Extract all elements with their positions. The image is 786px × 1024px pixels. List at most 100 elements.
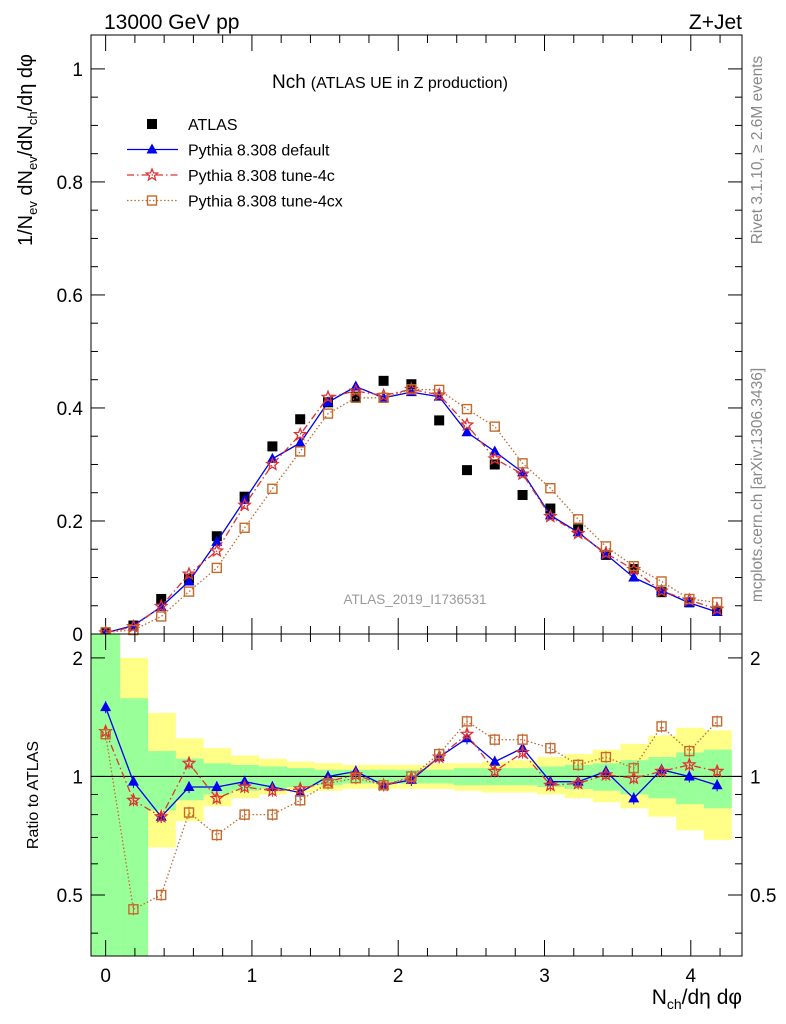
rivet-version-label: Rivet 3.1.10, ≥ 2.6M events bbox=[749, 55, 766, 244]
ratio-point bbox=[292, 781, 308, 796]
ratio-y-tick-label-right: 2 bbox=[750, 649, 761, 670]
green-band bbox=[259, 766, 288, 789]
ratio-point bbox=[125, 792, 141, 807]
ratio-y-tick-label: 0.5 bbox=[57, 886, 83, 907]
y-axis-title: 1/Nev dNev/dNch/dη dφ bbox=[15, 54, 40, 246]
data-point bbox=[378, 392, 389, 403]
data-point bbox=[267, 483, 278, 494]
analysis-watermark: ATLAS_2019_I1736531 bbox=[343, 592, 486, 607]
data-point bbox=[295, 414, 306, 425]
data-point bbox=[128, 624, 139, 636]
green-band bbox=[287, 768, 315, 788]
ratio-point bbox=[459, 726, 475, 741]
ratio-point bbox=[183, 807, 195, 818]
main-series-layer bbox=[98, 375, 725, 640]
ratio-point bbox=[433, 748, 445, 760]
data-point bbox=[517, 489, 528, 500]
data-point bbox=[320, 389, 336, 404]
ratio-point bbox=[461, 716, 473, 727]
ratio-point bbox=[350, 772, 361, 784]
ratio-point bbox=[683, 770, 695, 781]
ratio-point bbox=[100, 701, 112, 712]
x-tick-label: 3 bbox=[539, 966, 550, 987]
data-point bbox=[183, 575, 195, 586]
y-tick-label: 0 bbox=[72, 625, 83, 646]
ratio-y-tick-label: 2 bbox=[72, 649, 83, 670]
legend-label: ATLAS bbox=[188, 117, 238, 134]
data-point bbox=[292, 426, 308, 441]
data-point bbox=[515, 466, 531, 481]
data-point bbox=[350, 392, 361, 403]
ratio-point bbox=[100, 729, 111, 740]
data-point bbox=[572, 514, 584, 525]
ratio-point bbox=[626, 770, 642, 785]
ratio-point bbox=[543, 777, 558, 792]
data-point bbox=[489, 459, 500, 470]
green-band bbox=[148, 751, 176, 811]
data-point bbox=[434, 415, 445, 426]
data-point bbox=[211, 535, 223, 546]
ratio-point bbox=[209, 790, 225, 805]
y-tick-label: 0.8 bbox=[57, 173, 83, 194]
data-point bbox=[489, 421, 500, 432]
ratio-point bbox=[684, 745, 695, 757]
data-point bbox=[459, 417, 475, 432]
ratio-point bbox=[489, 755, 501, 766]
ratio-line bbox=[104, 720, 718, 911]
y-tick-label: 0.6 bbox=[57, 286, 83, 307]
ratio-point bbox=[711, 716, 723, 727]
ratio-point bbox=[489, 734, 500, 745]
data-point bbox=[294, 436, 306, 447]
data-point bbox=[265, 456, 280, 471]
plot-title: Nch bbox=[272, 72, 306, 93]
data-point bbox=[654, 583, 669, 598]
ratio-point bbox=[153, 808, 169, 824]
ratio-uncertainty-bands bbox=[91, 634, 732, 956]
data-point bbox=[461, 403, 473, 415]
data-point bbox=[433, 384, 445, 396]
ratio-point bbox=[128, 904, 139, 915]
data-point bbox=[487, 451, 503, 466]
ratio-frame bbox=[90, 633, 743, 957]
data-point bbox=[294, 446, 306, 457]
ratio-point bbox=[545, 742, 556, 754]
mcplots-source-label: mcplots.cern.ch [arXiv:1306.3436] bbox=[749, 368, 766, 602]
green-band bbox=[120, 698, 149, 956]
green-band bbox=[648, 757, 677, 799]
x-tick-label: 1 bbox=[247, 966, 258, 987]
data-point bbox=[350, 391, 361, 402]
x-tick-label: 2 bbox=[393, 966, 404, 987]
ratio-point bbox=[598, 766, 614, 782]
ratio-point bbox=[183, 781, 195, 792]
data-point bbox=[156, 611, 167, 622]
data-point bbox=[181, 566, 197, 581]
legend-item: ATLAS bbox=[147, 117, 238, 134]
ratio-point bbox=[628, 792, 640, 803]
green-band bbox=[703, 749, 732, 809]
data-point bbox=[378, 375, 389, 386]
ratio-point bbox=[294, 795, 306, 806]
data-point bbox=[461, 426, 473, 437]
data-point bbox=[322, 396, 334, 407]
series-line bbox=[105, 388, 718, 633]
ratio-point bbox=[600, 751, 612, 763]
ratio-point bbox=[156, 889, 167, 901]
ratio-point bbox=[322, 778, 334, 789]
ratio-point bbox=[267, 809, 278, 820]
ratio-point bbox=[517, 734, 528, 745]
ratio-point bbox=[211, 781, 223, 792]
data-point bbox=[628, 560, 639, 572]
data-point bbox=[237, 497, 252, 512]
data-point bbox=[545, 503, 556, 514]
ratio-point bbox=[711, 779, 723, 790]
ratio-series-layer bbox=[98, 701, 725, 916]
data-point bbox=[183, 586, 195, 597]
data-point bbox=[628, 571, 640, 582]
legend-marker bbox=[146, 195, 158, 206]
process-label: Z+Jet bbox=[689, 11, 742, 34]
ratio-point bbox=[654, 763, 669, 778]
y-tick-label: 1 bbox=[72, 60, 83, 81]
data-point bbox=[711, 597, 723, 608]
legend-marker bbox=[146, 143, 158, 154]
